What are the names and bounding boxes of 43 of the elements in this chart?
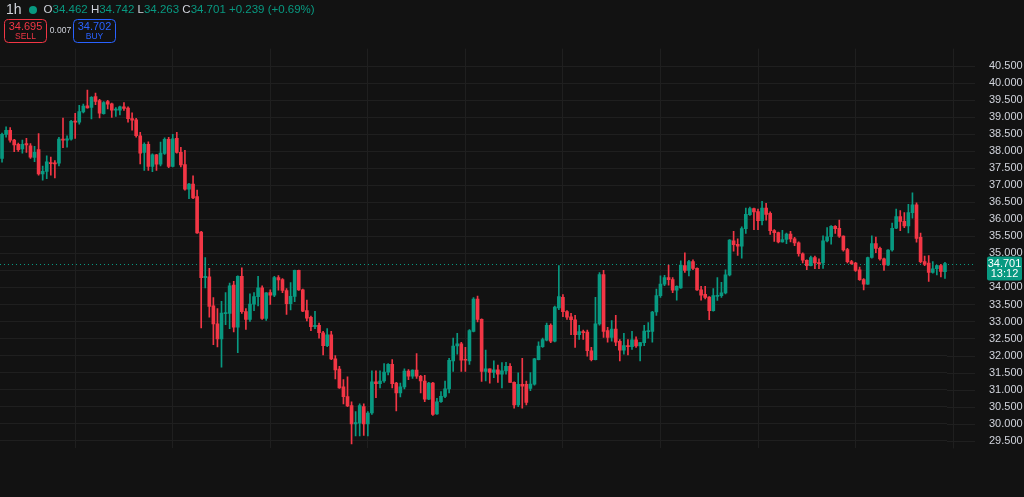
ref-line-label: 34.701 [987,256,1022,269]
candlestick [203,257,208,289]
y-tick-label: 38.500 [989,127,1023,140]
candlestick [752,207,756,230]
candlestick [313,310,317,329]
chart-title: 1h [6,0,22,17]
text: 34.695 [8,20,43,33]
text: 34.702 [77,20,112,33]
y-tick-label: 31.000 [989,382,1023,395]
text: 13:12 [990,267,1019,280]
y-tick-label: 32.000 [989,348,1023,361]
y-tick-label: 40.000 [989,76,1023,89]
candlestick [817,258,821,270]
y-tick-label: 30.000 [989,416,1023,429]
y-tick-label: 31.500 [989,365,1023,378]
y-tick-label: 37.500 [989,161,1023,174]
candlestick [48,156,53,176]
candlestick [735,238,740,256]
y-tick-label: 33.000 [989,314,1023,327]
y-tick-label: 40.500 [989,59,1023,72]
candlestick [626,339,630,356]
y-tick-label: 35.500 [989,229,1023,242]
candlestick [483,349,488,382]
y-tick-label: 30.500 [989,399,1023,412]
candlestick [374,370,378,399]
y-tick-label: 29.500 [989,433,1023,446]
text: BUY [85,31,104,42]
y-tick-label: 39.000 [989,110,1023,123]
text: SELL [15,31,37,42]
y-tick-label: 35.000 [989,246,1023,259]
y-tick-label: 37.000 [989,178,1023,191]
candlestick [500,362,504,389]
y-tick-label: 32.500 [989,331,1023,344]
candlestick [491,360,496,378]
y-tick-label: 36.000 [989,212,1023,225]
candlestick [114,107,118,117]
y-tick-label: 33.500 [989,297,1023,310]
y-tick-label: 36.500 [989,195,1023,208]
text: 0.007 [49,25,72,36]
y-tick-label: 34.000 [989,280,1023,293]
text: O34.462 H34.742 L34.263 C34.701 +0.239 (+0.69%) [43,3,315,16]
y-tick-label: 39.500 [989,93,1023,106]
y-tick-label: 38.000 [989,144,1023,157]
